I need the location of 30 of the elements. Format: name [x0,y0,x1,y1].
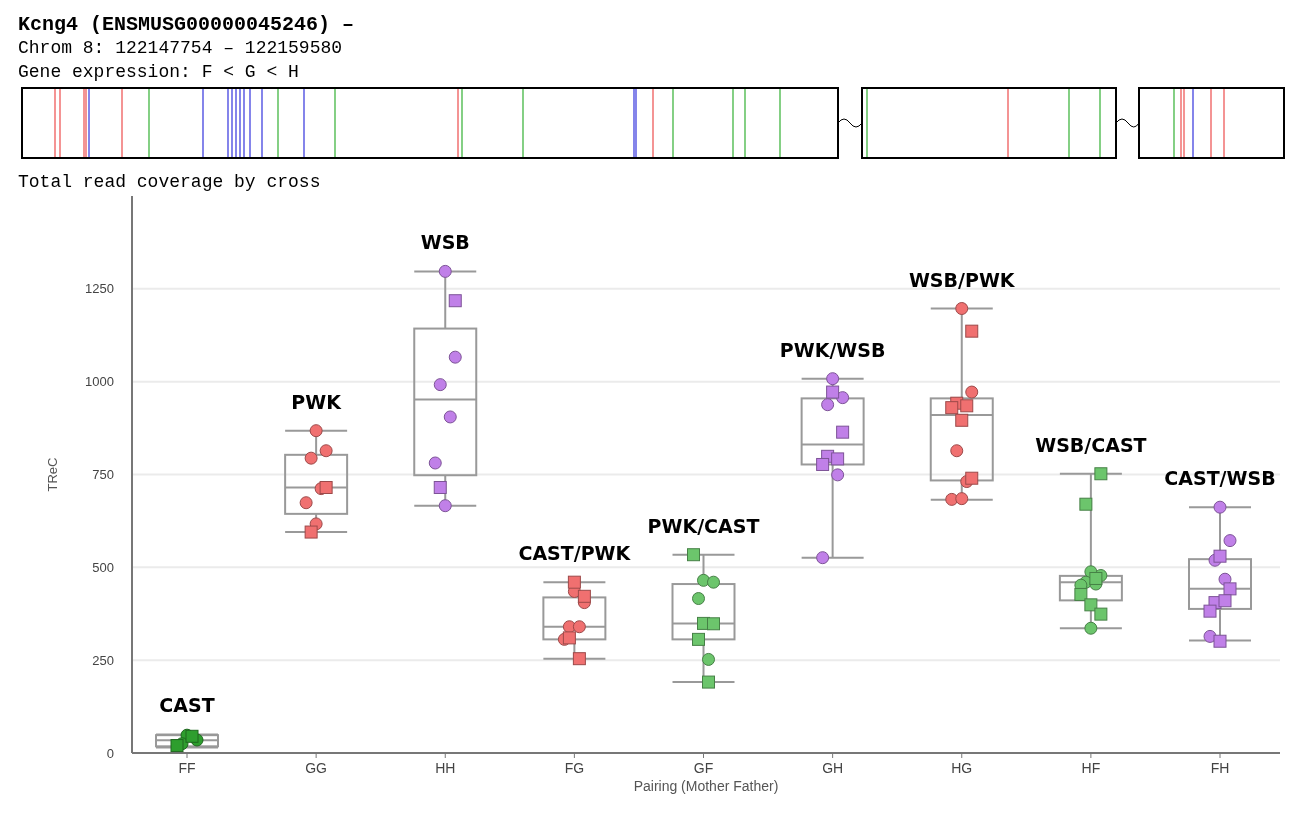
annotation: CAST/WSB [1164,467,1276,490]
y-axis-title: TReC [45,457,60,492]
text: Gene expression: F < G < H [18,62,299,82]
x-tick-label: HH [435,760,456,776]
x-tick-label: FH [1210,760,1230,776]
y-tick-label: 1250 [85,281,114,297]
annotation: PWK [291,390,343,413]
x-tick-label: HG [951,760,973,776]
x-tick-label: FG [564,760,585,776]
y-tick-label: 250 [92,652,114,668]
annotation: WSB [420,231,470,254]
x-axis-title: Pairing (Mother Father) [633,778,779,794]
annotation: CAST/PWK [518,542,632,565]
y-tick-label: 1000 [85,374,114,390]
x-tick-label: GH [822,760,844,776]
chart-subtitle: Chrom 8: 122147754 – 122159580 [18,38,343,58]
annotation: PWK/WSB [779,338,886,361]
x-tick-label: GG [305,760,328,776]
chart-title: Kcng4 (ENSMUSG00000045246) – [18,13,355,36]
y-tick-label: 750 [92,467,114,483]
text: Total read coverage by cross [18,172,321,192]
y-tick-label: 0 [106,745,114,761]
x-tick-label: HF [1081,760,1101,776]
annotation: PWK/CAST [647,514,760,537]
x-tick-label: GF [693,760,714,776]
annotation: WSB/PWK [908,268,1016,291]
annotation: WSB/CAST [1035,433,1147,456]
y-tick-label: 500 [92,559,114,575]
x-tick-label: FF [178,760,196,776]
annotation: CAST [159,694,215,717]
